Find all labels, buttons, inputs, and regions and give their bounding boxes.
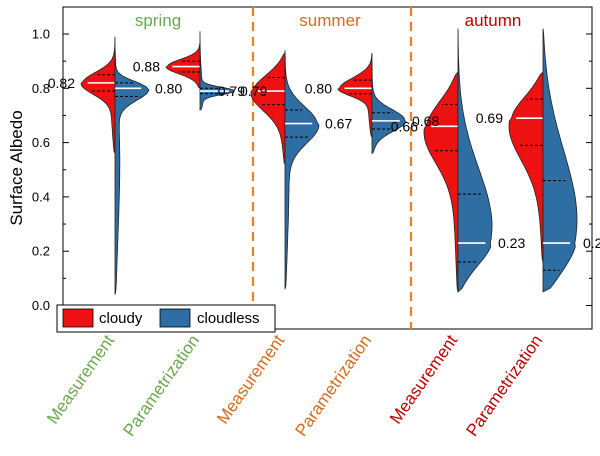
- violin-autumn-measurement: [423, 28, 493, 293]
- season-dividers: [251, 7, 413, 329]
- violin-half-cloudless: [542, 28, 578, 293]
- category-label: Measurement: [43, 331, 118, 427]
- value-label-cloudy: 0.88: [133, 59, 160, 75]
- violin-half-cloudless: [371, 61, 407, 155]
- category-label: Parametrization: [119, 331, 203, 439]
- legend-label-cloudy: cloudy: [99, 310, 143, 327]
- season-labels: spring summer autumn: [135, 11, 522, 30]
- category-label: Parametrization: [291, 331, 375, 439]
- category-label: Measurement: [386, 331, 461, 427]
- violin-half-cloudy: [337, 52, 373, 139]
- y-tick-label: 0.6: [32, 135, 50, 150]
- y-tick-label: 1.0: [32, 27, 50, 42]
- value-label-cloudless: 0.67: [325, 116, 352, 132]
- violin-summer-parametrization: [337, 52, 407, 155]
- violin-autumn-parametrization: [508, 28, 578, 293]
- value-label-cloudy: 0.66: [391, 118, 418, 134]
- violin-half-cloudy: [508, 71, 544, 263]
- violin-half-cloudy: [250, 52, 286, 165]
- legend-swatch-cloudless: [159, 308, 191, 328]
- violin-half-cloudy: [80, 36, 116, 154]
- season-label-autumn: autumn: [465, 11, 522, 30]
- violin-half-cloudless: [284, 50, 320, 290]
- legend: cloudy cloudless: [56, 304, 276, 333]
- value-label-cloudy: 0.80: [305, 80, 332, 96]
- y-tick-label: 0.4: [32, 189, 50, 204]
- value-labels: 0.82 0.80 0.88 0.790.79 0.67 0.80 0.680.66 0.23…: [48, 59, 600, 251]
- y-axis-title: Surface Albedo: [7, 110, 26, 225]
- violin-half-cloudless: [457, 28, 493, 293]
- legend-label-cloudless: cloudless: [197, 310, 260, 327]
- value-label-cloudless: 0.80: [155, 80, 182, 96]
- violins: [80, 28, 578, 295]
- value-label-cloudy: 0.82: [48, 75, 75, 91]
- legend-swatch-cloudy: [62, 308, 94, 328]
- plot-frame: [62, 6, 593, 330]
- category-label: Parametrization: [462, 331, 546, 439]
- violin-half-cloudless: [114, 47, 150, 295]
- season-label-spring: spring: [135, 11, 181, 30]
- season-label-summer: summer: [299, 11, 361, 30]
- category-label: Measurement: [213, 331, 288, 427]
- y-tick-label: 0.8: [32, 81, 50, 96]
- value-label-cloudy: 0.69: [476, 110, 503, 126]
- y-axis: 0.0 0.2 0.4 0.6 0.8 1.0: [32, 27, 592, 313]
- value-label-cloudless: 0.23: [498, 235, 525, 251]
- category-labels: Measurement Parametrization Measurement Par…: [43, 331, 546, 440]
- violin-spring-parametrization: [165, 31, 235, 111]
- violin-summer-measurement: [250, 50, 320, 290]
- y-tick-label: 0.0: [32, 298, 50, 313]
- value-label-cloudless: 0.68: [412, 113, 439, 129]
- violin-half-cloudy: [165, 42, 201, 89]
- violin-spring-measurement: [80, 36, 150, 295]
- y-tick-label: 0.2: [32, 244, 50, 259]
- value-label-cloudy: 0.79: [218, 83, 245, 99]
- value-label-cloudless: 0.23: [583, 235, 600, 251]
- value-label-cloudless: 0.79: [240, 83, 267, 99]
